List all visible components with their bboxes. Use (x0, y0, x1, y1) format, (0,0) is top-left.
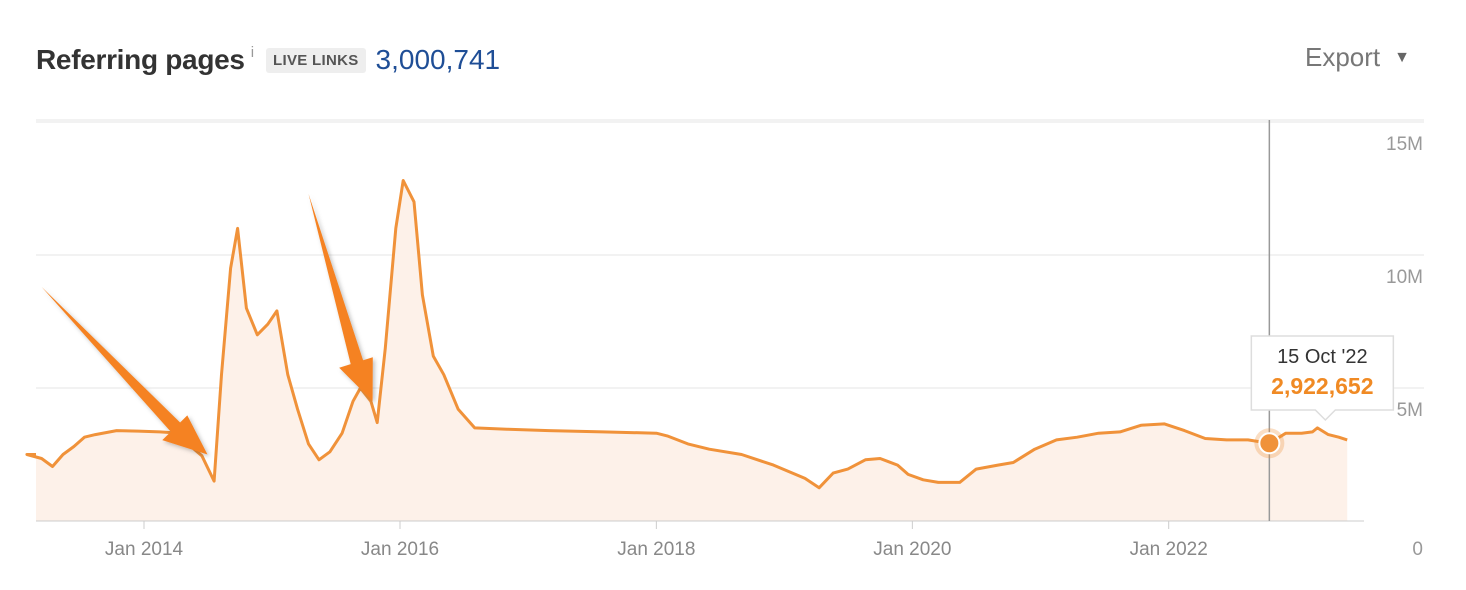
x-tick-label: Jan 2014 (105, 539, 184, 560)
chart-header: Referring pages i LIVE LINKS 3,000,741 (36, 38, 500, 82)
y-tick-label: 5M (1397, 400, 1423, 421)
x-tick-label: Jan 2016 (361, 539, 439, 560)
tooltip-date: 15 Oct '22 (1277, 346, 1368, 368)
series-area-fill (26, 180, 1348, 521)
y-tick-label: 10M (1386, 267, 1423, 288)
x-tick-label: Jan 2018 (617, 539, 695, 560)
x-tick-label: Jan 2022 (1130, 539, 1208, 560)
series-line (25, 179, 1348, 490)
annotation-arrow-2 (308, 193, 373, 402)
export-label: Export (1305, 42, 1381, 72)
y-tick-label: 0 (1412, 539, 1423, 560)
live-links-badge: LIVE LINKS (266, 47, 366, 73)
caret-down-icon: ▼ (1394, 48, 1410, 66)
export-button[interactable]: Export ▼ (1305, 42, 1410, 73)
x-tick-label: Jan 2020 (873, 539, 951, 560)
tooltip-value: 2,922,652 (1271, 373, 1373, 399)
chart-title: Referring pages (36, 44, 245, 75)
y-tick-label: 15M (1386, 134, 1423, 155)
annotation-arrow-1 (41, 286, 208, 455)
tooltip: 15 Oct '22 2,922,652 (1250, 335, 1395, 422)
info-icon[interactable]: i (250, 43, 255, 61)
tooltip-box (1250, 335, 1395, 422)
live-links-total: 3,000,741 (375, 44, 501, 75)
hover-point[interactable] (1258, 432, 1281, 455)
